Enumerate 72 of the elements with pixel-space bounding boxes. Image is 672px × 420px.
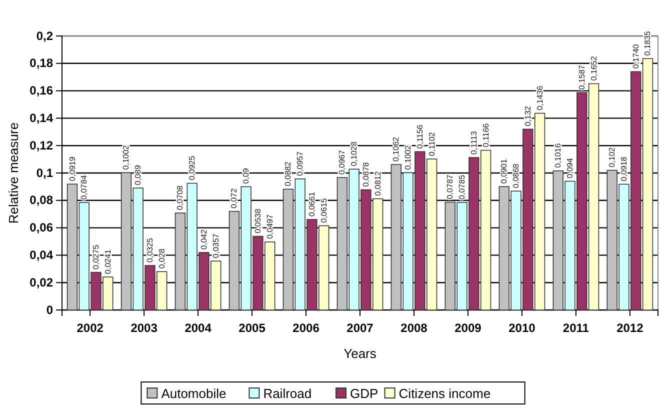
x-tick-label: 2009	[454, 321, 482, 336]
data-label: 0,1587	[577, 64, 586, 90]
data-label: 0,1652	[589, 56, 598, 81]
legend-label: Railroad	[263, 386, 312, 401]
x-tick-label: 2007	[346, 321, 374, 336]
y-tick-label: 0,06	[30, 220, 54, 235]
legend-label: Citizens income	[398, 386, 491, 401]
y-tick-label: 0,12	[30, 138, 54, 152]
data-label: 0,0785	[458, 174, 467, 200]
data-label: 0,1002	[122, 144, 131, 170]
data-label: 0,042	[199, 228, 208, 250]
data-label: 0,1028	[350, 141, 359, 166]
y-tick-label: 0	[46, 302, 54, 317]
y-tick-label: 0,16	[30, 84, 54, 98]
data-label: 0,09	[242, 168, 251, 184]
y-tick-label: 0,2	[36, 28, 54, 43]
y-tick-label: 0,18	[30, 56, 54, 70]
x-tick-label: 2011	[562, 321, 590, 336]
data-label: 0,102	[608, 146, 617, 168]
data-label: 0,072	[230, 188, 239, 208]
y-tick-label: 0,08	[30, 193, 54, 208]
x-axis-title: Years	[344, 346, 377, 361]
data-label: 0,0901	[500, 158, 509, 184]
data-label: 0,0882	[284, 161, 293, 186]
data-label: 0,0967	[338, 150, 347, 175]
data-label: 0,132	[523, 106, 532, 126]
y-tick-label: 0,14	[30, 111, 54, 126]
data-label: 0,028	[157, 248, 166, 269]
data-label: 0,1113	[469, 130, 478, 155]
y-tick-label: 0,02	[30, 275, 54, 290]
data-label: 0,0357	[211, 233, 220, 258]
legend-label: GDP	[350, 386, 378, 401]
data-label: 0,0957	[296, 150, 305, 176]
y-tick-label: 0,1	[36, 166, 54, 180]
data-label: 0,0241	[103, 248, 112, 274]
data-label: 0,0812	[373, 170, 382, 196]
x-tick-label: 2010	[508, 321, 536, 336]
legend-label: Automobile	[161, 386, 226, 401]
x-tick-label: 2012	[616, 321, 644, 336]
data-label: 0,0661	[307, 191, 316, 216]
data-label: 0,0325	[145, 237, 154, 262]
data-label: 0,0925	[188, 155, 197, 180]
x-tick-label: 2003	[130, 321, 158, 336]
data-label: 0,1166	[481, 122, 490, 148]
data-label: 0,1002	[404, 144, 413, 170]
data-label: 0,0275	[92, 244, 101, 270]
data-label: 0,1156	[415, 124, 424, 149]
data-label: 0,1436	[535, 85, 544, 110]
data-label: 0,0784	[80, 174, 89, 200]
data-label: 0,1102	[427, 132, 436, 156]
y-axis-title: Relative measure	[6, 122, 21, 224]
y-tick-label: 0,04	[30, 248, 54, 262]
data-label: 0,089	[134, 164, 143, 186]
data-label: 0,0615	[319, 198, 328, 223]
data-label: 0,0919	[68, 156, 77, 182]
data-label: 0,1062	[392, 136, 401, 162]
x-tick-label: 2005	[238, 321, 266, 336]
data-label: 0,0878	[361, 162, 370, 187]
data-label: 0,0918	[619, 156, 628, 182]
x-tick-label: 2008	[400, 321, 428, 336]
x-tick-label: 2002	[76, 321, 104, 336]
data-label: 0,094	[566, 158, 575, 178]
x-tick-label: 2006	[292, 321, 320, 336]
data-label: 0,0708	[176, 184, 185, 210]
data-label: 0,1016	[554, 142, 563, 168]
data-label: 0,0787	[446, 174, 455, 200]
data-label: 0,0497	[265, 214, 274, 239]
data-label: 0,1835	[643, 30, 652, 56]
data-label: 0,0538	[253, 208, 262, 234]
data-label: 0,0868	[512, 163, 521, 188]
data-label: 0,1740	[631, 44, 640, 69]
x-tick-label: 2004	[184, 321, 212, 336]
